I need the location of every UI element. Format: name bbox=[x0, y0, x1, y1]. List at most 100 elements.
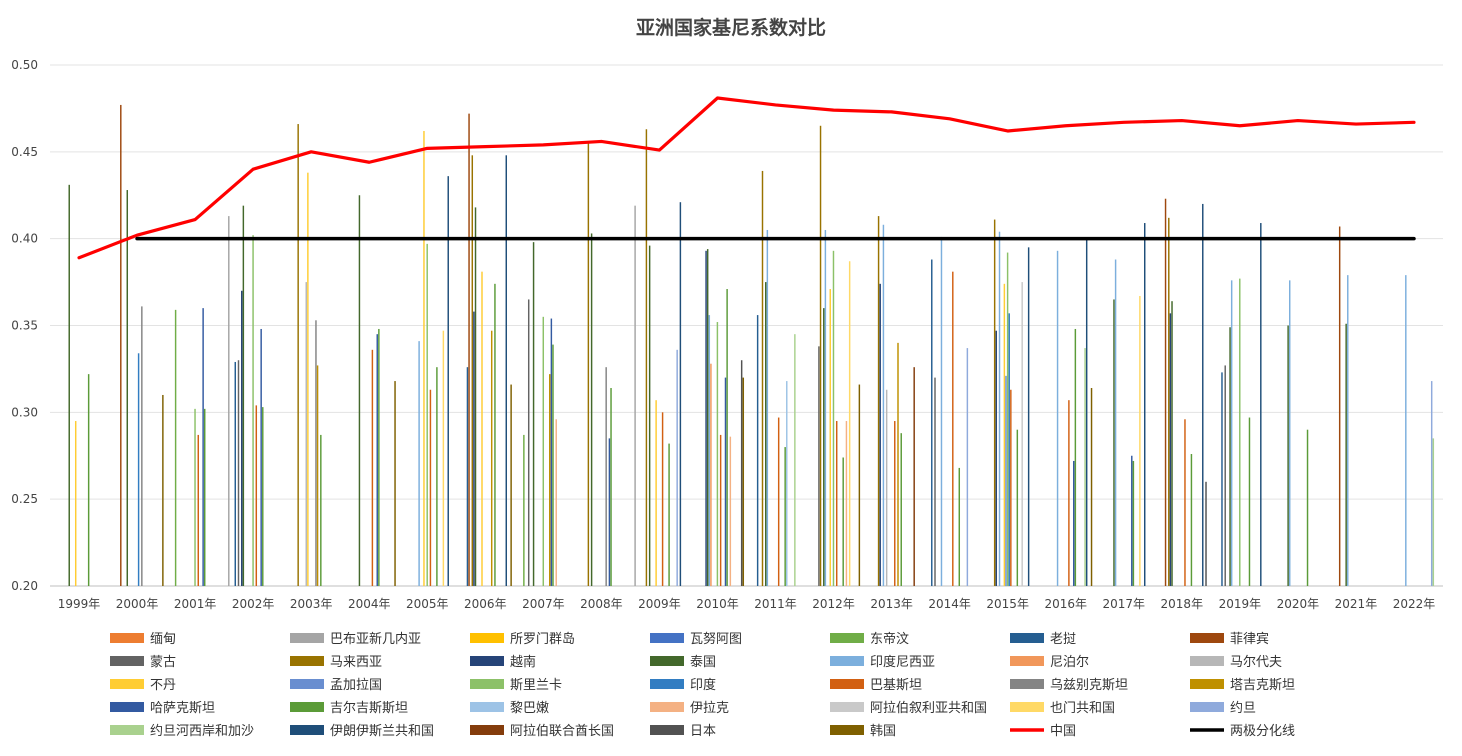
bar bbox=[505, 155, 507, 586]
bar bbox=[1113, 299, 1115, 586]
legend-label: 老挝 bbox=[1050, 632, 1076, 647]
bar bbox=[931, 259, 933, 586]
x-tick-label: 2000年 bbox=[116, 597, 159, 611]
legend-swatch bbox=[830, 725, 864, 735]
bar bbox=[587, 141, 590, 586]
bar bbox=[885, 389, 888, 586]
legend-swatch bbox=[830, 679, 864, 689]
bar bbox=[532, 242, 535, 586]
legend-item: 哈萨克斯坦 bbox=[110, 701, 215, 716]
legend-label: 瓦努阿图 bbox=[690, 632, 742, 647]
legend-item: 老挝 bbox=[1010, 632, 1076, 647]
bar bbox=[442, 330, 445, 586]
legend-swatch bbox=[470, 725, 504, 735]
x-tick-label: 2007年 bbox=[522, 597, 565, 611]
bar bbox=[494, 283, 496, 586]
bar bbox=[1027, 247, 1030, 586]
legend-label: 不丹 bbox=[150, 678, 176, 693]
legend-item: 两极分化线 bbox=[1190, 724, 1295, 739]
bar bbox=[204, 408, 206, 586]
legend-label: 塔吉克斯坦 bbox=[1230, 678, 1295, 693]
bar bbox=[1169, 313, 1172, 586]
x-tick-label: 2017年 bbox=[1102, 597, 1145, 611]
legend-label: 印度尼西亚 bbox=[870, 654, 935, 670]
legend-item: 黎巴嫩 bbox=[470, 701, 549, 716]
bar bbox=[1184, 419, 1186, 586]
bar bbox=[1132, 460, 1135, 586]
y-tick-label: 0.40 bbox=[11, 232, 38, 246]
bar bbox=[1114, 259, 1117, 586]
x-tick-label: 2008年 bbox=[580, 597, 623, 611]
legend-item: 印度 bbox=[650, 677, 716, 693]
bar bbox=[316, 365, 319, 586]
legend-label: 伊朗伊斯兰共和国 bbox=[330, 724, 434, 739]
bar bbox=[426, 243, 428, 586]
legend-item: 阿拉伯联合酋长国 bbox=[470, 723, 614, 739]
bar bbox=[87, 374, 90, 586]
bar bbox=[320, 434, 322, 586]
bar bbox=[1229, 327, 1231, 586]
bar bbox=[1144, 223, 1146, 587]
legend-item: 泰国 bbox=[650, 655, 716, 670]
bar bbox=[555, 419, 557, 586]
bar bbox=[1248, 417, 1251, 586]
bar bbox=[1085, 238, 1088, 587]
legend-swatch bbox=[470, 656, 504, 666]
legend-swatch bbox=[290, 725, 324, 735]
legend-label: 吉尔吉斯斯坦 bbox=[330, 701, 408, 716]
legend-label: 黎巴嫩 bbox=[510, 701, 549, 716]
bar bbox=[894, 421, 896, 586]
bar bbox=[1306, 429, 1309, 586]
bar bbox=[716, 322, 719, 586]
bar bbox=[784, 447, 786, 586]
x-tick-label: 2012年 bbox=[812, 597, 855, 611]
legend-label: 所罗门群岛 bbox=[510, 631, 575, 647]
bar bbox=[1074, 328, 1077, 586]
bar bbox=[241, 290, 243, 586]
bar bbox=[998, 231, 1001, 586]
bar bbox=[1010, 389, 1012, 586]
legend-item: 瓦努阿图 bbox=[650, 632, 742, 647]
legend-label: 也门共和国 bbox=[1050, 701, 1115, 716]
bar bbox=[542, 316, 545, 586]
bar bbox=[1287, 325, 1289, 586]
legend-swatch bbox=[650, 725, 684, 735]
bar bbox=[137, 353, 140, 586]
bar bbox=[1430, 381, 1433, 586]
legend-item: 韩国 bbox=[830, 724, 896, 739]
bar bbox=[1090, 388, 1093, 586]
bar bbox=[590, 233, 593, 586]
axis-layer: 0.20 0.25 0.30 0.35 0.40 0.45 0.50 1999年 2000年 20… bbox=[11, 58, 1435, 611]
y-tick-label: 0.30 bbox=[11, 405, 38, 419]
legend-swatch bbox=[470, 702, 504, 712]
bar bbox=[394, 381, 396, 586]
bar bbox=[940, 236, 943, 586]
legend-item: 塔吉克斯坦 bbox=[1190, 678, 1295, 693]
legend-swatch bbox=[650, 633, 684, 643]
bar bbox=[655, 400, 657, 586]
legend-label: 尼泊尔 bbox=[1050, 655, 1089, 670]
bar bbox=[1432, 438, 1435, 586]
x-tick-label: 2005年 bbox=[406, 597, 449, 611]
bar bbox=[823, 308, 825, 586]
bar bbox=[818, 346, 820, 586]
bar bbox=[1164, 198, 1167, 586]
legend-label: 孟加拉国 bbox=[330, 678, 382, 693]
bar bbox=[900, 433, 902, 586]
bar bbox=[848, 261, 851, 586]
x-tick-label: 2020年 bbox=[1277, 597, 1320, 611]
bar bbox=[993, 219, 996, 586]
bar bbox=[378, 328, 380, 586]
bar bbox=[194, 408, 196, 586]
legend-label: 约旦 bbox=[1230, 701, 1256, 716]
bar bbox=[1016, 429, 1019, 586]
legend-item: 巴布亚新几内亚 bbox=[290, 631, 421, 647]
bar bbox=[255, 405, 258, 586]
legend-swatch bbox=[110, 725, 144, 735]
bar bbox=[74, 421, 77, 586]
legend-swatch bbox=[110, 702, 144, 712]
bar bbox=[474, 207, 477, 586]
legend-item: 不丹 bbox=[110, 678, 176, 693]
legend-swatch bbox=[650, 679, 684, 689]
